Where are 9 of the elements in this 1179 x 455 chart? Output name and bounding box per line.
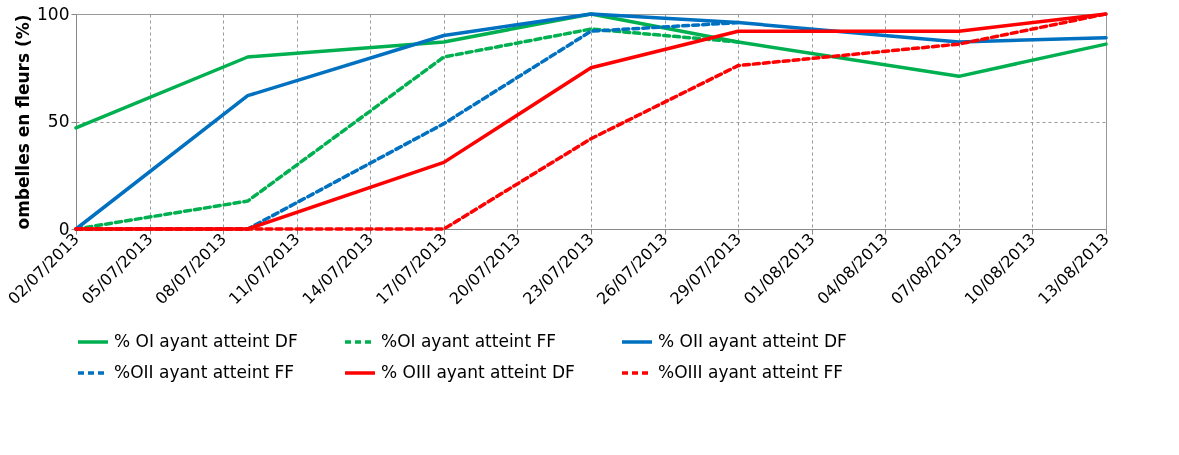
legend-label: % OI ayant atteint DF <box>114 331 298 351</box>
y-tick-label: 100 <box>37 3 70 24</box>
y-tick-label: 50 <box>47 111 70 131</box>
legend-label: %OII ayant atteint FF <box>114 362 295 382</box>
legend-label: %OI ayant atteint FF <box>381 331 557 351</box>
y-axis-title: ombelles en fleurs (%) <box>13 14 34 230</box>
legend-label: % OII ayant atteint DF <box>658 331 847 351</box>
legend-label: %OIII ayant atteint FF <box>658 362 844 382</box>
legend-label: % OIII ayant atteint DF <box>381 362 575 382</box>
